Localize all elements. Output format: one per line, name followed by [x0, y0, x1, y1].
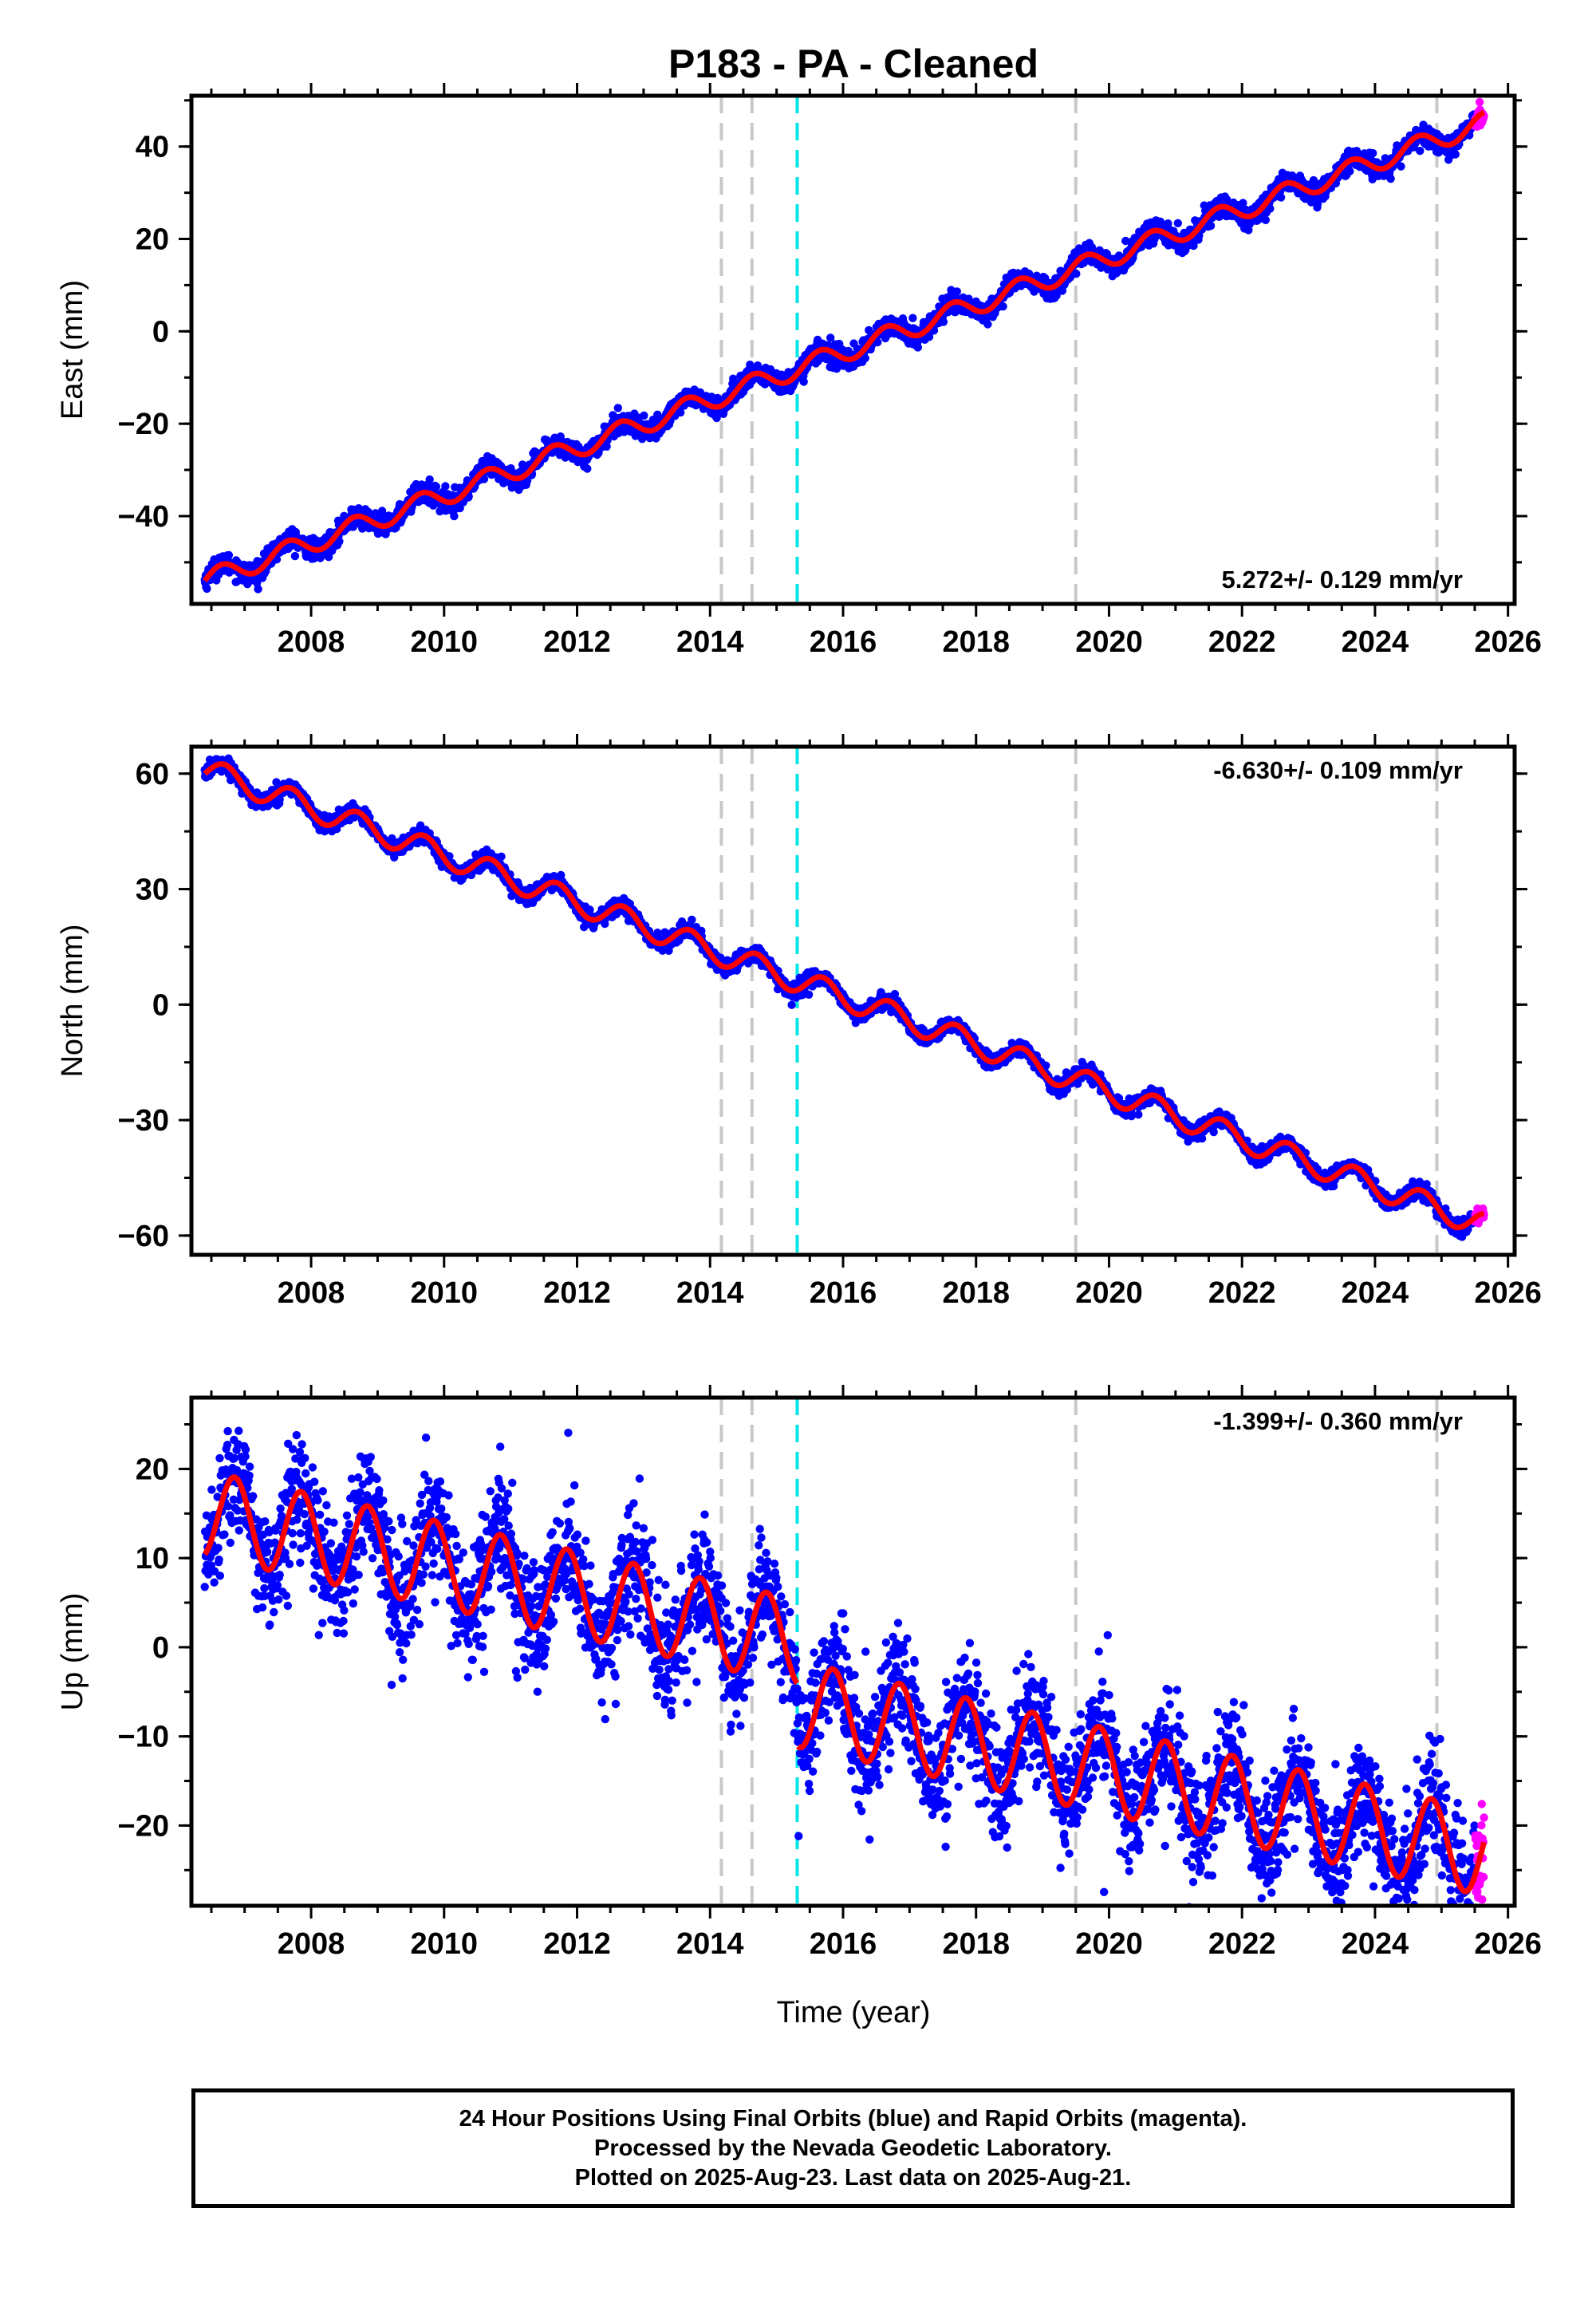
final-point: [335, 537, 344, 546]
final-point: [479, 475, 489, 483]
x-tick-label: 2012: [543, 625, 611, 659]
final-point: [441, 482, 450, 491]
x-tick-label: 2016: [810, 625, 877, 659]
chart-title: P183 - PA - Cleaned: [668, 41, 1038, 86]
final-point: [913, 343, 923, 352]
final-point: [1386, 174, 1395, 183]
x-tick-label: 2026: [1474, 625, 1542, 659]
final-point: [1451, 150, 1460, 159]
final-point: [450, 511, 459, 521]
final-point: [254, 585, 262, 594]
east-panel: 2008 2010 2012 2014 2016 2018 2020 2022 2024 2026…: [56, 83, 1542, 659]
final-point: [1072, 270, 1081, 278]
final-point: [908, 314, 917, 322]
final-point: [324, 553, 333, 562]
final-point: [432, 482, 441, 491]
x-tick-label: 2008: [278, 625, 345, 659]
final-point: [583, 464, 592, 473]
x-tick-label: 2018: [942, 625, 1010, 659]
x-tick-label: 2024: [1342, 625, 1409, 659]
final-point: [653, 410, 662, 419]
final-point: [1206, 221, 1216, 231]
final-point: [999, 302, 1007, 311]
x-tick-label: 2022: [1208, 625, 1276, 659]
final-point: [952, 287, 962, 296]
final-point: [676, 408, 685, 417]
final-point: [1397, 162, 1405, 171]
final-point: [939, 317, 948, 326]
east-axis-label: East (mm): [56, 280, 89, 420]
x-tick-label: 2020: [1075, 625, 1143, 659]
x-tick-label: 2014: [676, 625, 744, 659]
final-point: [983, 320, 992, 329]
north-panel: 2008 2010 2012 2014 2016 2018 2020 2022 2024 2026…: [56, 734, 1542, 1310]
final-point: [1416, 146, 1425, 156]
final-point: [1369, 148, 1377, 158]
y-tick-label: 0: [152, 315, 169, 349]
plot-area: [200, 754, 1488, 1241]
rapid-point: [1475, 97, 1484, 107]
final-point: [290, 551, 300, 561]
final-point: [1276, 193, 1286, 202]
final-point: [224, 550, 234, 560]
final-point: [640, 411, 648, 420]
final-point: [506, 463, 515, 473]
final-point: [203, 584, 211, 594]
data-points: [200, 754, 1488, 1241]
velocity-label: 5.272+/- 0.129 mm/yr: [1222, 566, 1463, 594]
y-tick-label: −20: [118, 408, 169, 441]
final-point: [272, 555, 282, 564]
x-tick-label: 2010: [411, 625, 479, 659]
final-point: [799, 377, 808, 386]
final-point: [497, 852, 506, 862]
final-point: [522, 476, 532, 485]
final-point: [712, 413, 721, 423]
y-tick-label: −40: [118, 500, 169, 534]
final-point: [602, 442, 611, 451]
final-point: [1346, 167, 1354, 175]
final-point: [425, 475, 434, 484]
y-tick-label: 40: [136, 131, 169, 164]
final-point: [688, 915, 696, 925]
plot-area: [200, 97, 1488, 594]
final-point: [613, 404, 622, 412]
final-point: [1173, 219, 1183, 227]
final-point: [1261, 215, 1271, 224]
y-tick-label: 20: [136, 223, 169, 257]
